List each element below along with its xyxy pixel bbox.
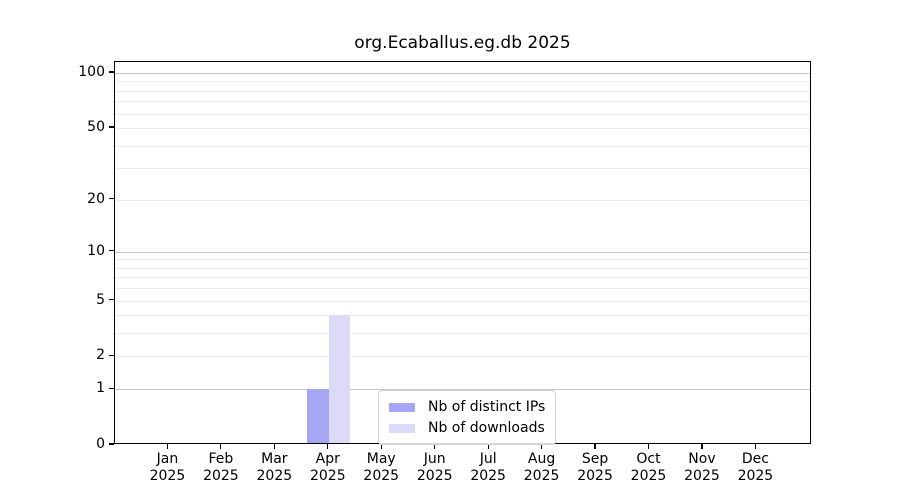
x-tick-dec <box>754 444 756 449</box>
y-tick-label-20: 20 <box>87 190 105 207</box>
gridline-minor-20 <box>115 199 810 201</box>
y-tick-label-0: 0 <box>96 436 105 452</box>
gridline-minor-2 <box>115 356 810 358</box>
y-tick-50 <box>109 126 114 128</box>
gridline-minor-60 <box>115 113 810 115</box>
x-tick-label-jul: Jul 2025 <box>470 451 506 484</box>
gridline-major-10 <box>115 251 810 253</box>
y-tick-5 <box>109 298 114 301</box>
y-tick-label-10: 10 <box>87 242 105 259</box>
gridline-minor-3 <box>115 333 810 335</box>
x-tick-sep <box>594 444 596 449</box>
gridline-minor-80 <box>115 90 810 92</box>
gridline-minor-6 <box>115 288 810 290</box>
x-tick-mar <box>273 444 275 449</box>
x-tick-label-jan: Jan 2025 <box>149 451 186 484</box>
gridline-minor-5 <box>115 300 810 302</box>
x-tick-label-dec: Dec 2025 <box>737 451 774 484</box>
x-tick-aug <box>541 444 543 449</box>
y-tick-1 <box>109 387 114 389</box>
y-tick-label-100: 100 <box>78 63 105 80</box>
gridline-major-100 <box>115 72 810 74</box>
x-tick-label-apr: Apr 2025 <box>309 451 346 484</box>
gridline-major-1 <box>115 389 810 391</box>
legend-label-distinct-ips: Nb of distinct IPs <box>428 399 546 415</box>
x-tick-apr <box>327 444 329 449</box>
y-tick-100 <box>109 71 114 73</box>
legend-item-downloads: Nb of downloads <box>389 419 545 437</box>
legend-swatch-distinct-ips <box>389 402 415 412</box>
y-tick-2 <box>109 354 114 357</box>
legend-label-downloads: Nb of downloads <box>428 420 545 436</box>
gridline-minor-30 <box>115 168 810 170</box>
gridline-minor-90 <box>115 81 810 83</box>
x-tick-may <box>380 444 382 449</box>
x-tick-label-sep: Sep 2025 <box>577 451 613 484</box>
gridline-minor-40 <box>115 145 810 147</box>
gridline-minor-9 <box>115 259 810 261</box>
x-tick-jan <box>166 444 169 449</box>
x-tick-label-oct: Oct 2025 <box>630 451 667 484</box>
y-tick-label-1: 1 <box>96 380 105 397</box>
gridline-minor-4 <box>115 315 810 317</box>
gridline-minor-7 <box>115 277 810 279</box>
y-tick-label-5: 5 <box>96 291 105 308</box>
gridline-minor-8 <box>115 267 810 269</box>
legend-swatch-downloads <box>389 423 415 433</box>
x-tick-jun <box>434 444 436 449</box>
x-tick-label-nov: Nov 2025 <box>684 451 720 484</box>
plot-canvas <box>115 62 810 443</box>
y-tick-0 <box>109 443 114 445</box>
x-tick-label-mar: Mar 2025 <box>256 451 293 484</box>
gridline-minor-50 <box>115 128 810 130</box>
y-tick-20 <box>109 197 114 200</box>
x-tick-label-jun: Jun 2025 <box>416 451 453 484</box>
y-tick-label-2: 2 <box>96 347 105 364</box>
x-tick-feb <box>220 444 222 449</box>
y-tick-10 <box>109 250 114 252</box>
gridline-minor-70 <box>115 101 810 103</box>
legend-item-distinct-ips: Nb of distinct IPs <box>389 398 545 416</box>
plot-area <box>114 61 811 444</box>
x-tick-label-feb: Feb 2025 <box>203 451 239 484</box>
x-tick-label-aug: Aug 2025 <box>523 451 560 484</box>
chart-title: org.Ecaballus.eg.db 2025 <box>354 33 571 53</box>
y-tick-label-50: 50 <box>87 119 105 136</box>
x-tick-label-may: May 2025 <box>363 451 400 484</box>
x-tick-jul <box>487 444 489 449</box>
bar-nb-of-distinct-ips-apr <box>307 389 329 443</box>
x-tick-oct <box>647 444 650 449</box>
x-tick-nov <box>701 444 703 449</box>
legend: Nb of distinct IPs Nb of downloads <box>378 390 557 445</box>
bar-nb-of-downloads-apr <box>328 315 351 443</box>
